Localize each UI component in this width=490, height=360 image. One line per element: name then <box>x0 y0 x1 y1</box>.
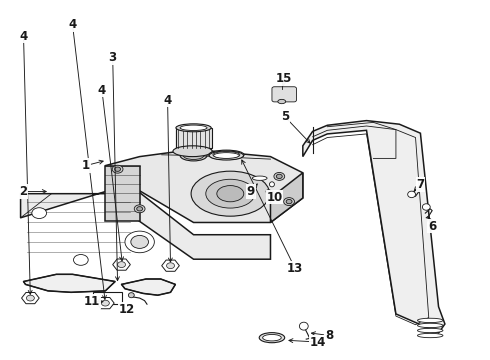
Text: 10: 10 <box>266 191 283 204</box>
Ellipse shape <box>263 334 281 341</box>
Ellipse shape <box>180 125 207 130</box>
Ellipse shape <box>408 191 416 198</box>
Ellipse shape <box>112 165 123 173</box>
Ellipse shape <box>286 199 292 204</box>
Ellipse shape <box>26 295 34 301</box>
Ellipse shape <box>191 171 270 216</box>
Ellipse shape <box>417 333 443 338</box>
Text: 5: 5 <box>281 111 289 123</box>
Ellipse shape <box>115 167 121 171</box>
Ellipse shape <box>252 176 267 180</box>
Polygon shape <box>22 292 39 304</box>
Polygon shape <box>105 166 140 221</box>
Circle shape <box>125 231 154 253</box>
Text: 4: 4 <box>98 84 106 96</box>
Polygon shape <box>21 192 270 259</box>
Ellipse shape <box>180 150 207 161</box>
Text: 8: 8 <box>325 329 333 342</box>
Text: 4: 4 <box>164 94 171 107</box>
Text: 4: 4 <box>69 18 76 31</box>
Ellipse shape <box>266 190 271 193</box>
Ellipse shape <box>214 153 239 158</box>
Circle shape <box>131 235 148 248</box>
Polygon shape <box>105 149 303 222</box>
Polygon shape <box>113 259 130 270</box>
Polygon shape <box>24 274 115 292</box>
Ellipse shape <box>128 293 134 298</box>
Text: 9: 9 <box>247 185 255 198</box>
Ellipse shape <box>274 172 285 180</box>
Ellipse shape <box>118 262 125 267</box>
Text: 12: 12 <box>118 303 135 316</box>
Bar <box>93 292 122 304</box>
Polygon shape <box>97 297 114 309</box>
Ellipse shape <box>417 328 443 333</box>
Polygon shape <box>303 121 445 333</box>
Ellipse shape <box>276 174 282 179</box>
Polygon shape <box>162 260 179 271</box>
Ellipse shape <box>299 322 308 330</box>
Ellipse shape <box>134 205 145 213</box>
Text: 4: 4 <box>20 30 27 42</box>
Ellipse shape <box>417 318 443 323</box>
Ellipse shape <box>137 207 143 211</box>
Text: 14: 14 <box>309 336 326 348</box>
Ellipse shape <box>270 182 274 187</box>
Text: 15: 15 <box>276 72 293 85</box>
Text: 2: 2 <box>20 185 27 198</box>
Ellipse shape <box>176 124 211 132</box>
Text: 7: 7 <box>416 178 424 191</box>
Ellipse shape <box>278 99 286 104</box>
Polygon shape <box>176 130 211 149</box>
Ellipse shape <box>417 323 443 328</box>
Ellipse shape <box>259 333 285 343</box>
Text: 3: 3 <box>109 51 117 64</box>
Ellipse shape <box>101 300 109 306</box>
Ellipse shape <box>173 146 212 157</box>
Text: 13: 13 <box>287 262 303 275</box>
Ellipse shape <box>209 150 244 159</box>
Text: 6: 6 <box>428 220 436 233</box>
Ellipse shape <box>206 179 255 208</box>
Ellipse shape <box>183 152 204 159</box>
Ellipse shape <box>213 152 240 158</box>
Circle shape <box>32 208 47 219</box>
Polygon shape <box>176 128 212 148</box>
Circle shape <box>74 255 88 265</box>
Ellipse shape <box>217 186 244 202</box>
Text: 11: 11 <box>84 295 100 308</box>
Ellipse shape <box>422 204 430 210</box>
Ellipse shape <box>209 151 244 160</box>
Ellipse shape <box>167 263 174 269</box>
Text: 1: 1 <box>82 159 90 172</box>
Polygon shape <box>122 279 175 295</box>
Polygon shape <box>270 173 303 222</box>
FancyBboxPatch shape <box>272 87 296 102</box>
Ellipse shape <box>284 198 294 206</box>
